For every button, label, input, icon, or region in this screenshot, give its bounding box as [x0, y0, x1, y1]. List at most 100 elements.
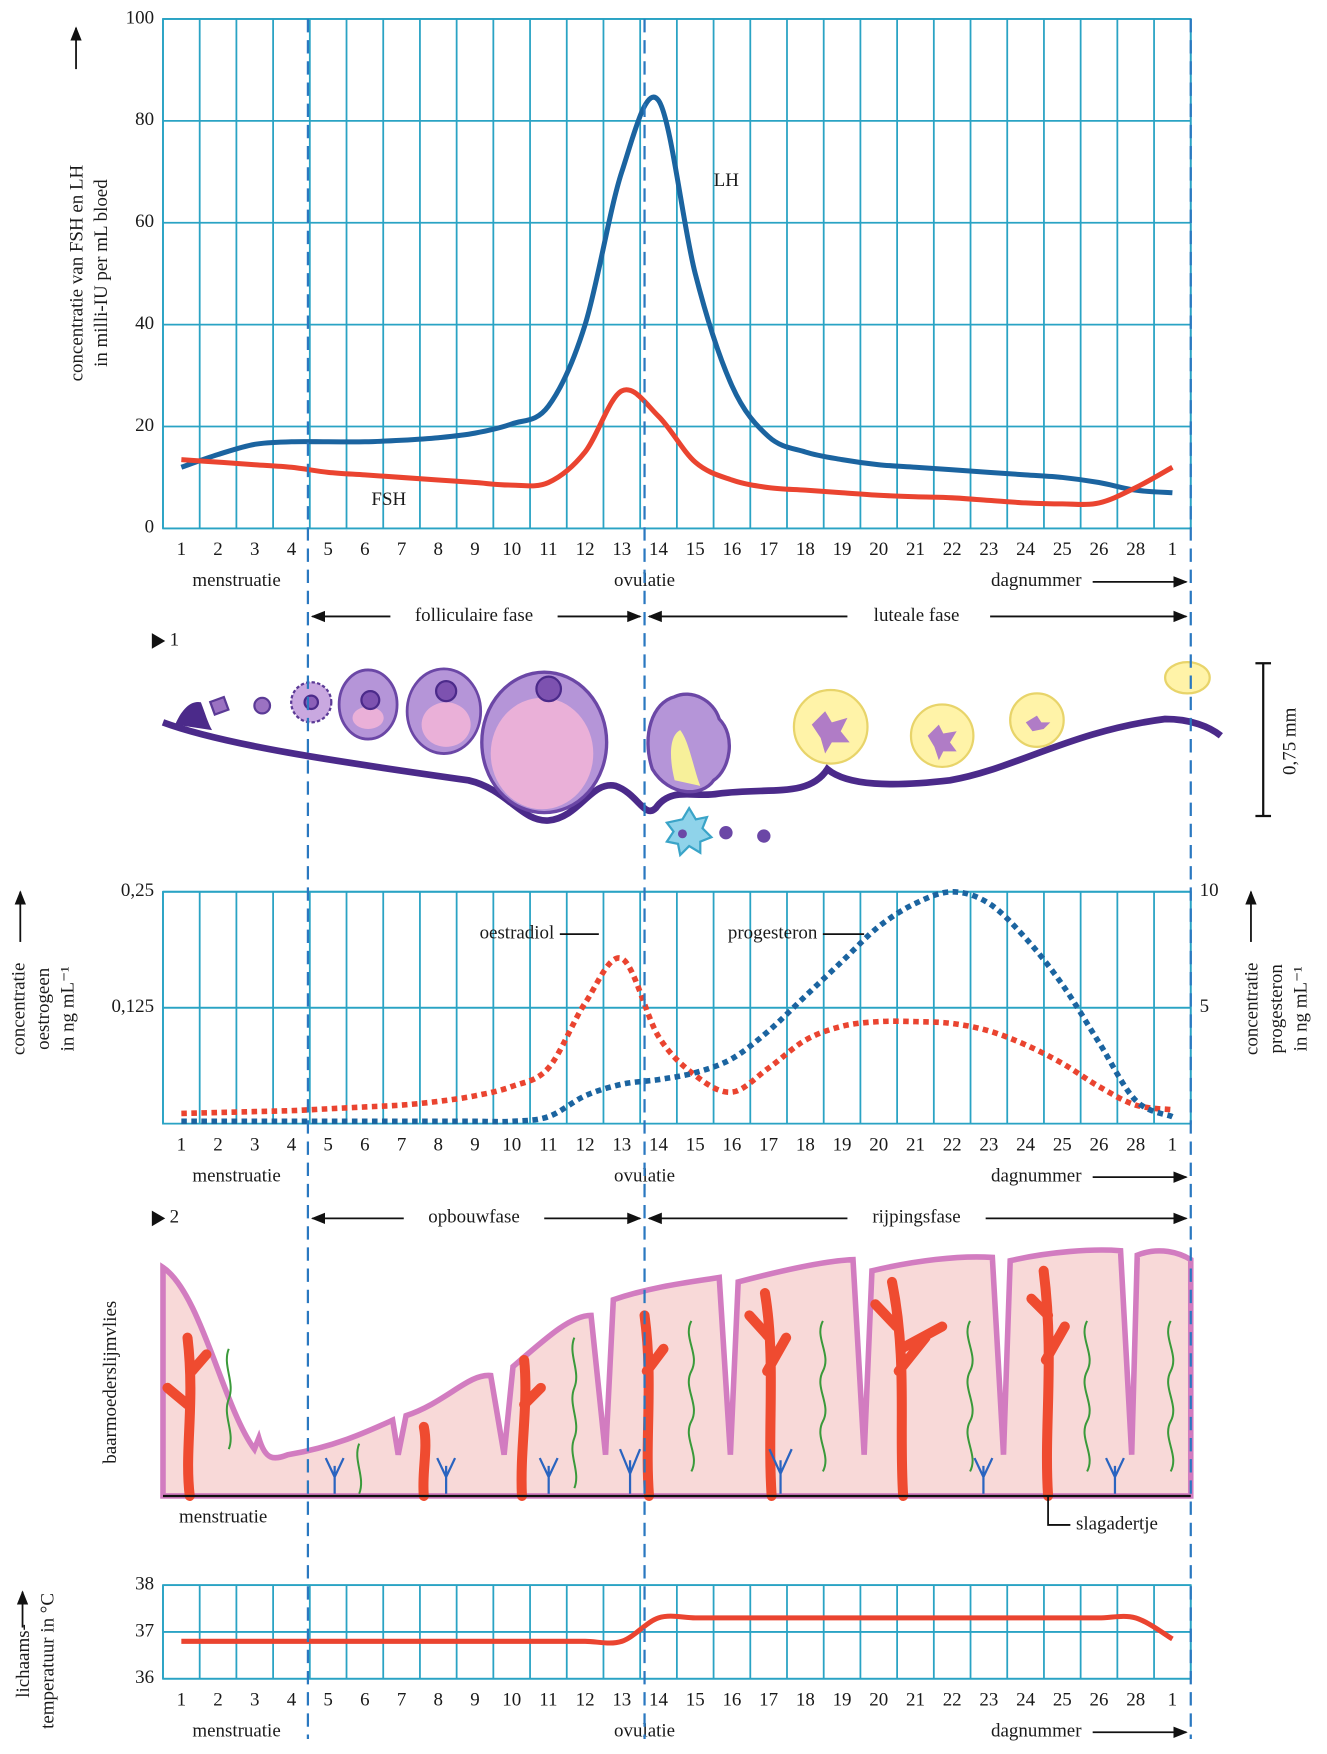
y-tick-label: 40	[135, 313, 154, 334]
x-tick-label: 6	[360, 539, 369, 560]
tissue-label: baarmoederslijmvlies	[100, 1301, 121, 1464]
x-tick-label: 6	[360, 1134, 369, 1155]
vessel-label: slagadertje	[1076, 1513, 1158, 1534]
phase-label: rijpingsfase	[872, 1207, 960, 1228]
series-line	[181, 888, 1174, 1125]
x-tick-label: 11	[539, 1689, 557, 1710]
y-tick-label: 0,125	[111, 996, 154, 1017]
x-tick-label: 6	[360, 1689, 369, 1710]
x-tick-label: 1	[1168, 539, 1177, 560]
figure-marker: 2	[170, 1207, 179, 1228]
x-tick-label: 5	[323, 1689, 332, 1710]
x-tick-label: 12	[576, 1689, 595, 1710]
series-label: FSH	[371, 489, 406, 510]
x-tick-label: 25	[1053, 539, 1072, 560]
y-axis-label: in ng mL⁻¹	[58, 966, 79, 1051]
x-tick-label: 22	[943, 539, 962, 560]
x-tick-label: 28	[1126, 1134, 1145, 1155]
x-tick-label: 1	[1168, 1134, 1177, 1155]
y-axis-label: temperatuur in °C	[38, 1593, 59, 1729]
x-tick-label: 10	[502, 1134, 521, 1155]
x-tick-label: 12	[576, 539, 595, 560]
y-tick-label: 0,25	[121, 880, 154, 901]
annotation: menstruatie	[192, 1165, 280, 1186]
plot-frame	[162, 890, 1192, 1125]
x-tick-label: 28	[1126, 539, 1145, 560]
scale-bar-label: 0,75 mm	[1279, 707, 1300, 775]
x-tick-label: 14	[649, 1134, 668, 1155]
x-tick-label: 19	[833, 1689, 852, 1710]
x-tick-label: 26	[1090, 1134, 1109, 1155]
x-tick-label: 17	[759, 1689, 778, 1710]
y2-axis-label: in ng mL⁻¹	[1291, 966, 1312, 1051]
endometrium-illustration	[160, 1247, 1194, 1526]
x-tick-label: 21	[906, 539, 925, 560]
x-tick-label: 25	[1053, 1689, 1072, 1710]
annotation: ovulatie	[614, 1721, 675, 1742]
x-tick-label: 5	[323, 1134, 332, 1155]
x-tick-label: 12	[576, 1134, 595, 1155]
y2-axis-label: progesteron	[1266, 964, 1287, 1054]
x-tick-label: 28	[1126, 1689, 1145, 1710]
y-axis-label: in milli-IU per mL bloed	[91, 179, 112, 367]
x-tick-label: 20	[869, 539, 888, 560]
x-tick-label: 24	[1016, 1689, 1035, 1710]
series-line	[181, 387, 1174, 507]
series-label: oestradiol	[480, 922, 555, 943]
phase-arrows	[151, 610, 1188, 1227]
figure-marker: 1	[170, 629, 179, 650]
x-tick-label: 13	[612, 1689, 631, 1710]
tissue-phase: menstruatie	[179, 1507, 267, 1528]
x-tick-label: 3	[250, 1689, 259, 1710]
y-axis-label: lichaams-	[13, 1624, 34, 1698]
x-tick-label: 16	[722, 539, 741, 560]
y-tick-label: 0	[145, 517, 154, 538]
ovary-illustration	[161, 661, 1272, 858]
x-tick-label: 14	[649, 1689, 668, 1710]
y-axis-label: oestrogeen	[33, 967, 54, 1050]
x-tick-label: 26	[1090, 539, 1109, 560]
x-tick-label: 1	[1168, 1689, 1177, 1710]
x-tick-label: 14	[649, 539, 668, 560]
annotation: dagnummer	[991, 1165, 1082, 1186]
x-tick-label: 19	[833, 1134, 852, 1155]
x-tick-label: 16	[722, 1134, 741, 1155]
x-tick-label: 21	[906, 1134, 925, 1155]
x-tick-label: 11	[539, 1134, 557, 1155]
y-tick-label: 80	[135, 109, 154, 130]
x-tick-label: 10	[502, 1689, 521, 1710]
x-tick-label: 1	[177, 539, 186, 560]
series-line	[181, 1613, 1174, 1646]
x-tick-label: 5	[323, 539, 332, 560]
y2-tick-label: 10	[1200, 880, 1219, 901]
x-tick-label: 19	[833, 539, 852, 560]
y-tick-label: 36	[135, 1667, 154, 1688]
y-axis-label: concentratie	[9, 963, 30, 1056]
y-tick-label: 100	[126, 7, 154, 28]
phase-label: folliculaire fase	[415, 605, 533, 626]
x-tick-label: 9	[470, 1689, 479, 1710]
phase-label: luteale fase	[874, 605, 960, 626]
x-tick-label: 22	[943, 1689, 962, 1710]
x-tick-label: 24	[1016, 1134, 1035, 1155]
x-tick-label: 7	[397, 1134, 406, 1155]
x-tick-label: 26	[1090, 1689, 1109, 1710]
x-tick-label: 18	[796, 1134, 815, 1155]
figure-texts: 1 2 folliculaire fase luteale fase opbou…	[100, 605, 1300, 1534]
x-tick-label: 15	[686, 539, 705, 560]
x-tick-label: 21	[906, 1689, 925, 1710]
y-axis-label: concentratie van FSH en LH	[67, 164, 88, 381]
x-tick-label: 17	[759, 539, 778, 560]
x-tick-label: 10	[502, 539, 521, 560]
x-tick-label: 13	[612, 539, 631, 560]
x-tick-label: 4	[287, 1689, 297, 1710]
x-tick-label: 8	[434, 1689, 443, 1710]
x-tick-label: 23	[979, 1134, 998, 1155]
x-tick-label: 17	[759, 1134, 778, 1155]
x-tick-label: 15	[686, 1689, 705, 1710]
x-tick-label: 23	[979, 539, 998, 560]
